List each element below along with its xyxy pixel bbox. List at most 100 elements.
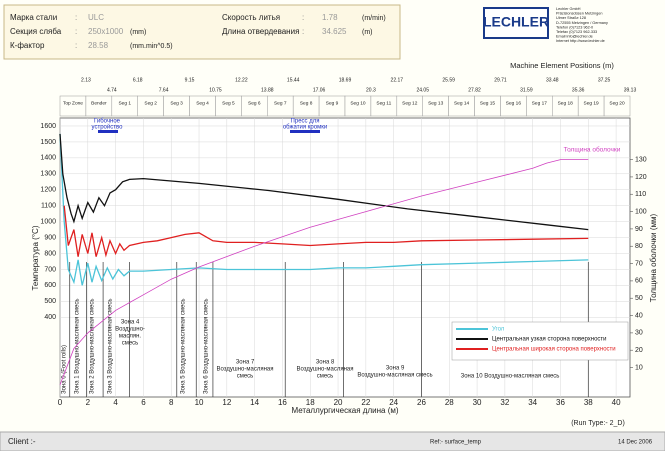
param-separator: : <box>75 13 77 22</box>
position-label: 29.71 <box>494 77 507 83</box>
x-tick-label: 12 <box>222 398 231 407</box>
y-tick-label: 600 <box>44 282 56 289</box>
y-tick-label: 1600 <box>40 123 56 130</box>
address-line: Lechler GmbH <box>556 7 581 11</box>
y-tick-label: 1400 <box>40 155 56 162</box>
position-label: 18.69 <box>339 77 352 83</box>
param-value: 28.58 <box>88 41 109 50</box>
position-label: 12.22 <box>235 77 248 83</box>
address-line: D-72555 Metzingen / Germany <box>556 21 608 25</box>
zone-label: маслян. <box>119 334 142 340</box>
param-value: ULC <box>88 13 104 22</box>
segment-label: Seg 18 <box>558 100 574 106</box>
segment-label: Seg 7 <box>274 100 287 106</box>
y2-tick-label: 70 <box>635 260 643 267</box>
position-label: 27.82 <box>468 87 481 93</box>
segment-label: Seg 9 <box>326 100 339 106</box>
param-label: Скорость литья <box>222 13 280 22</box>
annotation-bar <box>98 130 118 133</box>
segment-label: Seg 20 <box>609 100 625 106</box>
segment-label: Seg 19 <box>584 100 600 106</box>
zone-label: Воздушно-масляная <box>217 367 274 373</box>
address-line: Ulmer Straße 128 <box>556 16 586 20</box>
param-value: 250x1000 <box>88 27 124 36</box>
param-value: 1.78 <box>322 13 338 22</box>
y2-tick-label: 40 <box>635 312 643 319</box>
zone-label: Зона 4 <box>121 320 140 326</box>
annotation: Гибочное <box>94 119 121 125</box>
y2-tick-label: 10 <box>635 364 643 371</box>
y-tick-label: 1500 <box>40 139 56 146</box>
x-tick-label: 2 <box>86 398 91 407</box>
y-tick-label: 800 <box>44 250 56 257</box>
zone-label: Зона 8 <box>316 360 335 366</box>
zone-label: Зона 7 <box>236 360 255 366</box>
annotation: Пресс для <box>291 119 320 125</box>
legend-label: Центральная узкая сторона поверхности <box>492 337 607 343</box>
x-tick-label: 24 <box>389 398 398 407</box>
logo-box <box>483 7 549 39</box>
segment-label: Seg 10 <box>350 100 366 106</box>
zone-label: смесь <box>122 341 139 347</box>
param-label: Марка стали <box>10 13 57 22</box>
position-label: 25.59 <box>442 77 455 83</box>
zone-label: Зона 2 Воздушно-масляная смесь <box>90 298 96 394</box>
param-separator: : <box>75 27 77 36</box>
position-label: 2.13 <box>81 77 91 83</box>
positions-title: Machine Element Positions (m) <box>510 61 614 70</box>
position-label: 4.74 <box>107 87 117 93</box>
y2-tick-label: 20 <box>635 347 643 354</box>
segment-label: Top Zone <box>63 100 83 106</box>
y2-tick-label: 130 <box>635 156 647 163</box>
series-line <box>59 133 589 286</box>
segment-label: Seg 17 <box>532 100 548 106</box>
segment-label: Seg 4 <box>196 100 209 106</box>
legend-label: Угол <box>492 327 505 333</box>
zone-label: Зона 10 Воздушно-масляная смесь <box>461 374 560 380</box>
position-label: 6.18 <box>133 77 143 83</box>
x-tick-label: 14 <box>250 398 259 407</box>
address-line: Email info@lechler.de <box>556 35 593 39</box>
segment-label: Seg 2 <box>144 100 157 106</box>
y2-tick-label: 50 <box>635 295 643 302</box>
annotation-bar <box>290 130 320 133</box>
param-unit: (m) <box>362 29 373 36</box>
param-unit: (mm) <box>130 29 146 36</box>
x-tick-label: 6 <box>141 398 146 407</box>
param-unit: (mm.min^0.5) <box>130 43 173 50</box>
param-separator: : <box>302 13 304 22</box>
x-tick-label: 18 <box>306 398 315 407</box>
series-line <box>63 205 589 258</box>
footer-bar <box>0 431 665 452</box>
segment-label: Seg 13 <box>428 100 444 106</box>
y-tick-label: 400 <box>44 314 56 321</box>
segment-cell <box>603 95 631 117</box>
logo: LECHLER <box>483 14 549 30</box>
x-tick-label: 22 <box>361 398 370 407</box>
x-tick-label: 8 <box>169 398 174 407</box>
y-tick-label: 1300 <box>40 171 56 178</box>
address-line: Telefon (0)7123 962-0 <box>556 25 593 29</box>
position-label: 17.06 <box>313 87 326 93</box>
param-value: 34.625 <box>322 27 347 36</box>
zone-label: Воздушно-масляная смесь <box>357 373 432 379</box>
x-tick-label: 26 <box>417 398 426 407</box>
x-tick-label: 34 <box>528 398 537 407</box>
y2-tick-label: 30 <box>635 330 643 337</box>
position-label: 33.48 <box>546 77 559 83</box>
zone-label: Воздушно- <box>115 327 145 333</box>
series-inline-label: Толщина оболочки <box>564 146 621 154</box>
y2-tick-label: 60 <box>635 278 643 285</box>
address-line: Telefax (0)7123 962-333 <box>556 30 597 34</box>
position-label: 7.64 <box>159 87 169 93</box>
y2-tick-label: 100 <box>635 208 647 215</box>
param-unit: (m/min) <box>362 15 386 22</box>
footer-date: 14 Dec 2006 <box>618 440 653 446</box>
y-tick-label: 1000 <box>40 218 56 225</box>
param-label: Секция сляба <box>10 27 62 36</box>
zone-label: смесь <box>237 374 254 380</box>
zone-label: Зона 1 Воздушно-масляная смесь <box>75 298 81 394</box>
segment-label: Seg 16 <box>506 100 522 106</box>
position-label: 31.59 <box>520 87 533 93</box>
run-type: (Run Type:- 2_D) <box>571 420 625 427</box>
